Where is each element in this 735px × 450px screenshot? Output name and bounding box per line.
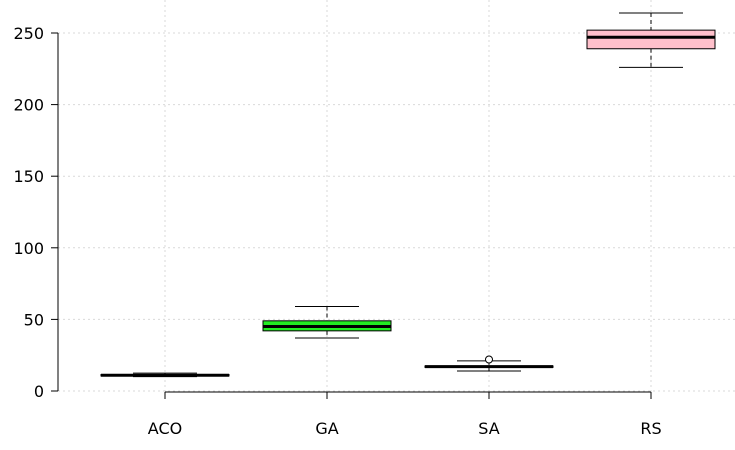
boxes [100,12,716,378]
box-rs [586,12,716,68]
box-sa [424,355,554,372]
x-tick-label: SA [478,419,499,438]
grid-lines [58,0,735,392]
box-aco [100,372,230,378]
x-tick-label: ACO [148,419,182,438]
box-ga [262,306,392,339]
outlier-point [485,355,493,364]
tick-labels: 0 50 100 150 200 250 ACO GA SA RS [13,24,661,438]
y-tick-label: 0 [34,382,44,401]
y-tick-label: 200 [13,96,44,115]
y-tick-label: 250 [13,24,44,43]
y-tick-label: 50 [24,310,44,329]
y-tick-label: 150 [13,167,44,186]
x-tick-label: RS [640,419,661,438]
iqr-box [586,29,716,50]
x-tick-label: GA [315,419,338,438]
y-tick-label: 100 [13,239,44,258]
axes [51,32,652,399]
